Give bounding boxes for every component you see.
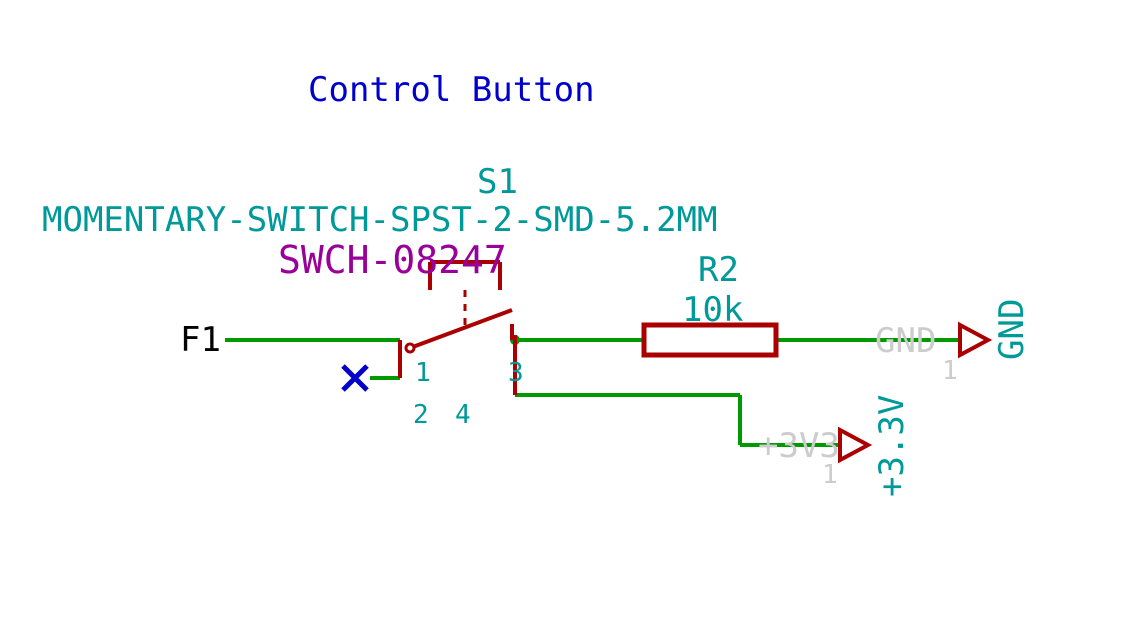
resistor-value-label: 10k [682, 290, 743, 330]
schematic-root: Control Button S1 MOMENTARY-SWITCH-SPST-… [0, 0, 1138, 626]
v33-power-label: +3.3V [872, 395, 912, 497]
title-label: Control Button [308, 70, 595, 110]
switch-pin3-label: 3 [508, 358, 524, 388]
switch-partname-label: SWCH-08247 [278, 238, 507, 282]
gnd-power-label: GND [992, 299, 1032, 360]
gnd-hidden-label: GND [875, 321, 936, 361]
switch-footprint-label: MOMENTARY-SWITCH-SPST-2-SMD-5.2MM [42, 200, 718, 240]
switch-pin2-label: 2 [413, 400, 429, 430]
gnd-pin-label: 1 [942, 356, 958, 386]
resistor-ref-label: R2 [698, 250, 739, 290]
switch-pin4-label: 4 [455, 400, 471, 430]
switch-ref-label: S1 [477, 162, 518, 202]
switch-pin1-label: 1 [415, 358, 431, 388]
netlabel-f1: F1 [180, 320, 221, 360]
v33-pin-label: 1 [822, 460, 838, 490]
